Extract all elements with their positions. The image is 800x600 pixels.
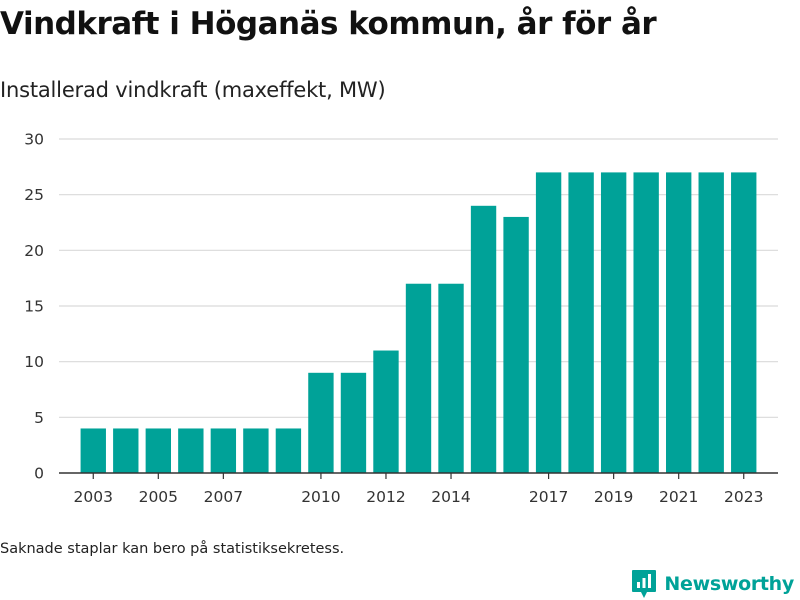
y-axis-labels: 0 5 10 15 20 25 30 <box>24 131 44 483</box>
bar-2017 <box>535 172 562 473</box>
x-tick-label: 2010 <box>301 488 340 506</box>
bar-2011 <box>340 372 367 473</box>
bar-2006 <box>178 428 204 473</box>
bar-2004 <box>113 428 139 473</box>
y-tick-label: 0 <box>34 465 44 483</box>
bar-2019 <box>600 172 627 473</box>
newsworthy-logo-icon <box>632 570 657 598</box>
x-tick-label: 2017 <box>529 488 568 506</box>
bar-2022 <box>698 172 724 473</box>
bar-2023 <box>731 172 757 473</box>
y-tick-label: 30 <box>24 131 44 149</box>
bar-2020 <box>633 172 659 473</box>
bar-2016 <box>503 216 529 473</box>
x-tick-label: 2003 <box>74 488 113 506</box>
x-tick-label: 2023 <box>724 488 763 506</box>
x-tick-label: 2005 <box>139 488 178 506</box>
chart-title: Vindkraft i Höganäs kommun, år för år <box>0 6 657 42</box>
x-tick-label: 2007 <box>204 488 243 506</box>
x-tick-label: 2021 <box>659 488 698 506</box>
x-tick-label: 2012 <box>366 488 405 506</box>
bar-2014 <box>438 283 464 473</box>
y-tick-label: 10 <box>24 353 44 371</box>
footnote: Saknade staplar kan bero på statistiksek… <box>0 541 345 557</box>
x-tick-label: 2019 <box>594 488 633 506</box>
x-axis-ticks <box>92 473 745 479</box>
bar-2021 <box>666 172 692 473</box>
brand-name: Newsworthy <box>664 573 794 595</box>
bars <box>80 172 757 474</box>
x-tick-label: 2014 <box>431 488 470 506</box>
chart-subtitle: Installerad vindkraft (maxeffekt, MW) <box>0 78 386 102</box>
y-tick-label: 5 <box>34 409 44 427</box>
bar-2013 <box>405 283 432 473</box>
brand-logo[interactable]: Newsworthy <box>631 569 794 599</box>
bar-2009 <box>275 428 302 473</box>
bar-2010 <box>308 372 334 473</box>
bar-2015 <box>470 205 497 474</box>
bar-2005 <box>145 428 171 473</box>
bar-2008 <box>243 428 269 473</box>
y-tick-label: 15 <box>24 298 44 316</box>
y-tick-label: 25 <box>24 186 44 204</box>
bar-2007 <box>210 428 237 473</box>
bar-2003 <box>80 428 106 473</box>
bar-2018 <box>568 172 594 473</box>
bar-2012 <box>373 350 399 473</box>
x-axis-labels: 2003 2005 2007 2010 2012 2014 2017 2019 2021 2023 <box>74 488 764 506</box>
y-tick-label: 20 <box>24 242 44 260</box>
